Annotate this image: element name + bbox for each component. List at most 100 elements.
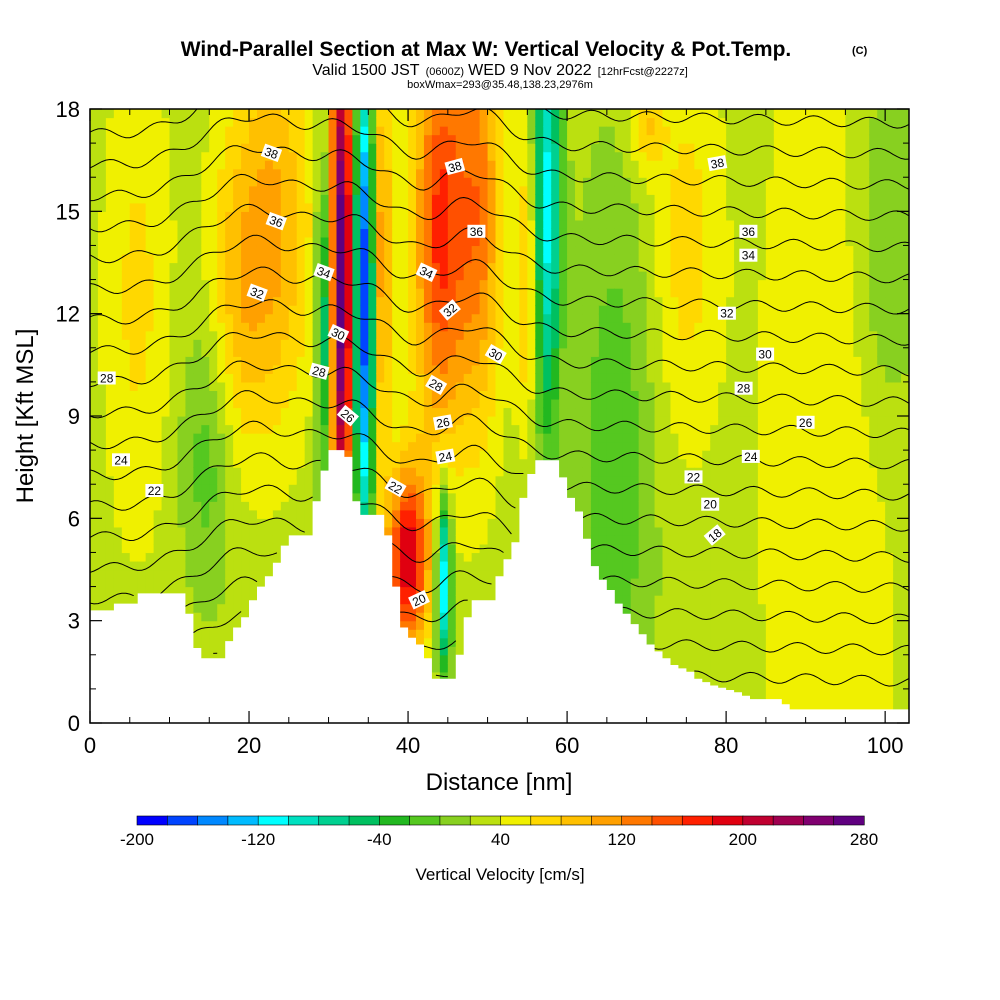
w-cell: [233, 569, 242, 579]
w-cell: [614, 492, 624, 502]
w-cell: [487, 373, 497, 383]
w-cell: [249, 390, 258, 400]
w-cell: [249, 160, 258, 170]
w-cell: [559, 253, 568, 264]
w-cell: [185, 407, 194, 417]
w-cell: [416, 202, 425, 212]
w-cell: [113, 441, 123, 451]
w-cell: [145, 364, 155, 374]
w-cell: [543, 168, 552, 178]
w-cell: [193, 322, 202, 332]
w-cell: [455, 569, 465, 579]
w-cell: [511, 262, 520, 272]
w-cell: [264, 518, 274, 528]
w-cell: [423, 509, 433, 519]
w-cell: [161, 322, 171, 332]
w-cell: [328, 117, 338, 127]
w-cell: [614, 288, 624, 298]
w-cell: [455, 578, 465, 588]
w-cell: [614, 501, 624, 511]
w-cell: [495, 330, 505, 340]
w-cell: [241, 501, 250, 511]
w-cell: [543, 185, 552, 195]
w-cell: [177, 143, 187, 153]
w-cell: [113, 202, 123, 212]
w-cell: [527, 151, 536, 161]
w-cell: [288, 143, 298, 153]
w-cell: [256, 211, 266, 221]
w-cell: [368, 168, 377, 178]
w-cell: [225, 467, 234, 477]
w-cell: [137, 458, 147, 468]
w-cell: [511, 305, 520, 315]
w-cell: [256, 569, 266, 579]
w-cell: [368, 143, 377, 153]
w-cell: [264, 543, 274, 554]
w-cell: [447, 364, 457, 374]
w-cell: [527, 253, 536, 264]
w-cell: [439, 185, 449, 195]
w-cell: [376, 433, 385, 443]
w-cell: [567, 398, 576, 409]
w-cell: [384, 313, 393, 323]
w-cell: [209, 228, 218, 238]
w-cell: [360, 492, 369, 502]
w-cell: [153, 373, 163, 383]
w-cell: [614, 364, 624, 374]
w-cell: [606, 143, 616, 153]
w-cell: [137, 228, 147, 238]
w-cell: [352, 433, 361, 443]
w-cell: [416, 441, 425, 451]
w-cell: [193, 364, 202, 374]
w-cell: [97, 134, 107, 144]
w-cell: [272, 168, 282, 178]
w-cell: [169, 109, 179, 119]
w-cell: [312, 211, 322, 221]
w-cell: [400, 356, 409, 366]
w-cell: [264, 492, 274, 502]
w-cell: [153, 578, 163, 588]
w-cell: [145, 143, 155, 153]
w-cell: [185, 535, 194, 545]
w-cell: [416, 543, 425, 554]
w-cell: [90, 322, 99, 332]
w-cell: [352, 322, 361, 332]
w-cell: [193, 509, 202, 519]
forecast-info: [12hrFcst@2227z]: [598, 66, 688, 78]
w-cell: [185, 117, 194, 127]
w-cell: [185, 373, 194, 383]
w-cell: [264, 313, 274, 323]
w-cell: [129, 492, 139, 502]
w-cell: [376, 177, 385, 187]
w-cell: [511, 202, 520, 212]
w-cell: [177, 492, 187, 502]
w-cell: [551, 236, 560, 247]
w-cell: [431, 543, 441, 554]
w-cell: [495, 160, 505, 170]
w-cell: [304, 279, 314, 289]
w-cell: [169, 347, 179, 357]
w-cell: [153, 305, 163, 315]
w-cell: [575, 339, 584, 349]
w-cell: [543, 424, 552, 434]
w-cell: [352, 211, 361, 221]
w-cell: [384, 407, 393, 417]
w-cell: [376, 364, 385, 374]
w-cell: [352, 407, 361, 417]
w-cell: [272, 373, 282, 383]
w-cell: [249, 578, 258, 588]
w-cell: [344, 433, 353, 443]
w-cell: [153, 518, 163, 528]
w-cell: [463, 450, 473, 460]
w-cell: [447, 518, 457, 528]
w-cell: [543, 364, 552, 374]
w-cell: [177, 185, 187, 195]
w-cell: [447, 509, 457, 519]
w-cell: [352, 347, 361, 357]
w-cell: [129, 313, 139, 323]
w-cell: [280, 211, 290, 221]
w-cell: [352, 271, 361, 281]
w-cell: [201, 407, 210, 417]
w-cell: [344, 194, 353, 204]
w-cell: [416, 416, 425, 426]
